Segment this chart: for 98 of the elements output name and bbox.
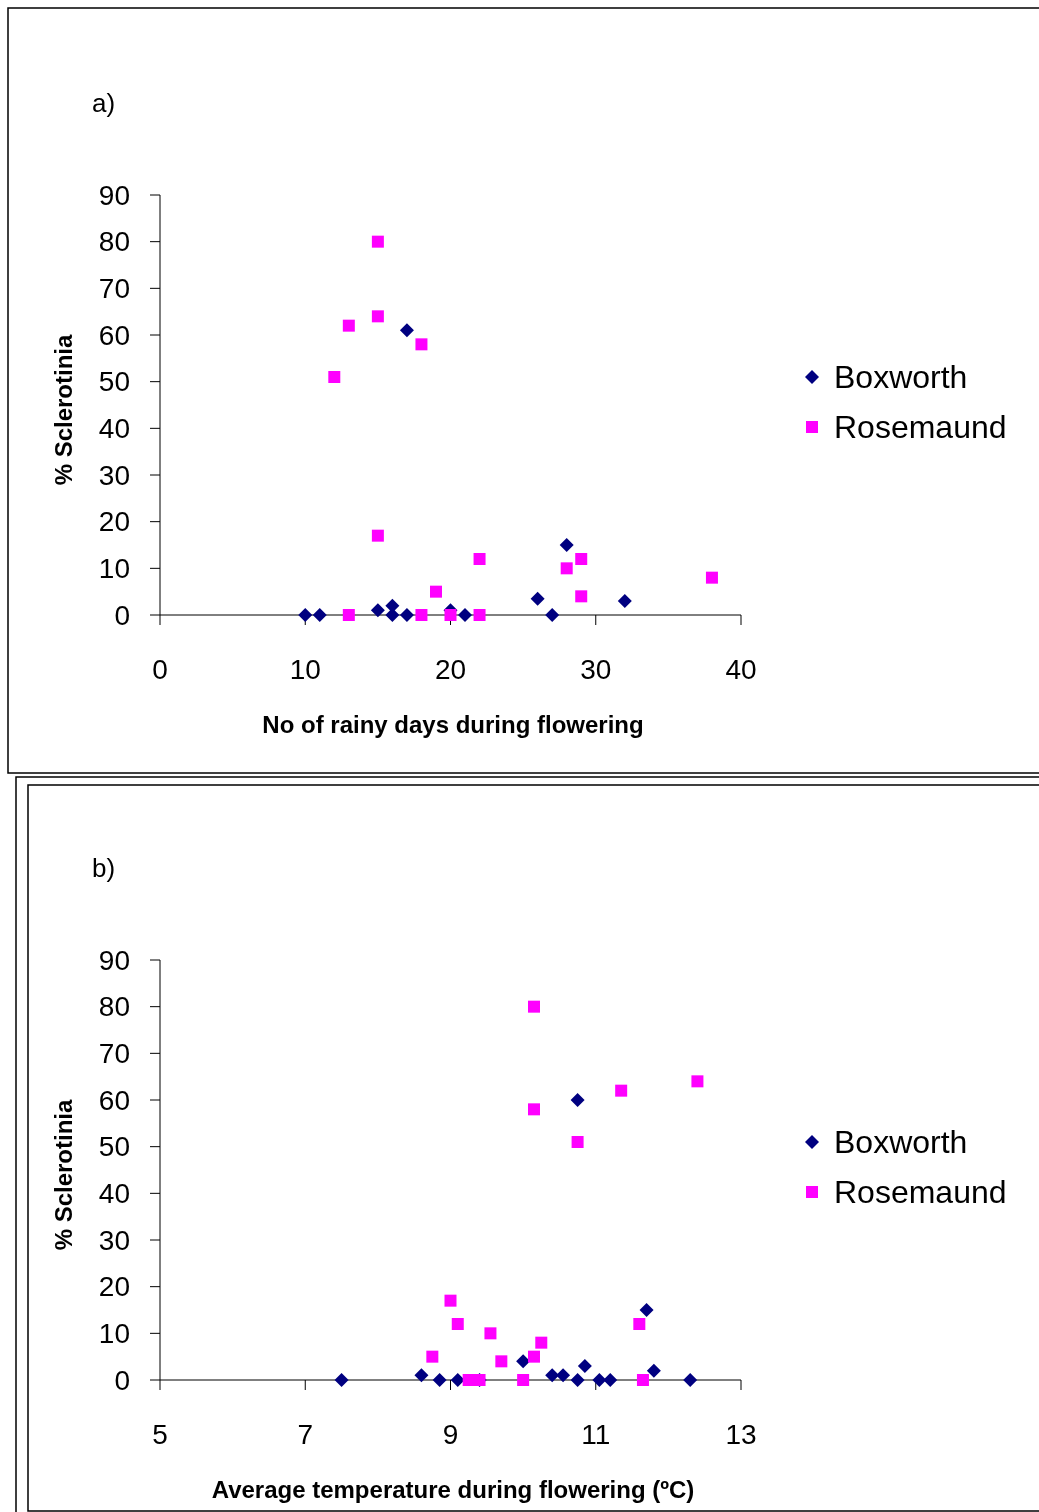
y-tick-label: 60 [98, 319, 130, 351]
point [432, 1373, 447, 1387]
point [429, 585, 442, 598]
x-tick-label: 7 [297, 1419, 314, 1450]
point [473, 609, 486, 621]
point [639, 1303, 654, 1317]
y-tick-label: 10 [98, 553, 130, 585]
point [570, 1093, 585, 1107]
point [415, 338, 428, 351]
point [570, 1373, 585, 1387]
point [559, 538, 574, 552]
point [577, 1359, 592, 1373]
point [371, 310, 384, 323]
point [592, 1373, 607, 1387]
y-tick-label: 60 [98, 1084, 130, 1116]
point [683, 1373, 698, 1387]
point [528, 1103, 541, 1116]
point [444, 609, 457, 621]
y-tick-label: 90 [98, 944, 130, 976]
point [528, 1350, 541, 1363]
x-tick-label: 40 [725, 654, 757, 685]
y-tick-label: 70 [98, 1038, 130, 1070]
legend-label: Boxworth [834, 359, 968, 396]
y-tick-label: 0 [114, 1364, 130, 1396]
point [571, 1136, 584, 1148]
point [528, 1000, 541, 1013]
point [451, 1318, 464, 1330]
point [298, 608, 313, 622]
point [530, 591, 545, 606]
point [636, 1374, 649, 1386]
point [691, 1075, 704, 1088]
y-tick-label: 30 [98, 459, 130, 491]
y-tick-label: 20 [98, 1271, 130, 1303]
point [415, 609, 428, 621]
point [312, 608, 327, 622]
point [545, 608, 560, 622]
point [517, 1374, 530, 1386]
point [444, 1294, 457, 1307]
point [342, 319, 355, 332]
chart-title: b) [92, 853, 116, 883]
y-tick-label: 80 [98, 991, 130, 1023]
x-tick-label: 13 [725, 1419, 757, 1450]
y-tick-label: 80 [98, 226, 130, 258]
y-tick-label: 90 [98, 179, 130, 211]
x-tick-label: 0 [152, 654, 168, 685]
point [633, 1318, 646, 1330]
x-tick-label: 11 [581, 1419, 611, 1450]
y-axis-title: % Sclerotinia [50, 333, 77, 486]
point [575, 553, 588, 565]
point [385, 608, 400, 622]
point [371, 235, 384, 248]
point [458, 608, 473, 622]
point [450, 1373, 465, 1387]
y-tick-label: 40 [98, 1178, 130, 1210]
point [617, 594, 632, 608]
point [462, 1374, 475, 1386]
point [495, 1355, 508, 1368]
x-tick-label: 9 [442, 1419, 459, 1450]
point [426, 1350, 439, 1363]
y-tick-label: 50 [98, 1131, 130, 1163]
x-tick-label: 30 [580, 654, 612, 685]
y-tick-label: 20 [98, 506, 130, 538]
point [646, 1363, 661, 1378]
point [705, 571, 718, 584]
point [484, 1327, 497, 1340]
point [334, 1373, 349, 1387]
y-tick-label: 10 [98, 1318, 130, 1350]
point [516, 1354, 531, 1369]
y-tick-label: 40 [98, 413, 130, 445]
point [399, 323, 414, 338]
y-tick-label: 30 [98, 1224, 130, 1256]
point [615, 1084, 628, 1097]
point [560, 562, 573, 575]
x-tick-label: 20 [434, 654, 467, 685]
point [575, 590, 588, 603]
x-tick-label: 10 [289, 654, 321, 685]
y-axis-title: % Sclerotinia [50, 1098, 77, 1251]
x-tick-label: 5 [152, 1419, 168, 1450]
point [370, 603, 385, 618]
y-tick-label: 70 [98, 273, 130, 305]
x-axis-title: No of rainy days during flowering [262, 711, 644, 738]
point [556, 1368, 571, 1383]
point [545, 1368, 560, 1383]
point [414, 1368, 429, 1383]
y-tick-label: 50 [98, 366, 130, 398]
point [371, 529, 384, 542]
legend-label: Rosemaund [834, 1174, 1007, 1211]
legend-label: Boxworth [834, 1124, 968, 1161]
y-tick-label: 0 [114, 599, 130, 631]
point [342, 609, 355, 621]
point [473, 553, 486, 565]
chart-title: a) [92, 88, 116, 118]
point [535, 1336, 548, 1349]
point [328, 371, 341, 383]
point [399, 608, 414, 622]
legend-label: Rosemaund [834, 409, 1007, 446]
point [603, 1373, 618, 1387]
x-axis-title: Average temperature during flowering (ºC) [211, 1476, 695, 1503]
